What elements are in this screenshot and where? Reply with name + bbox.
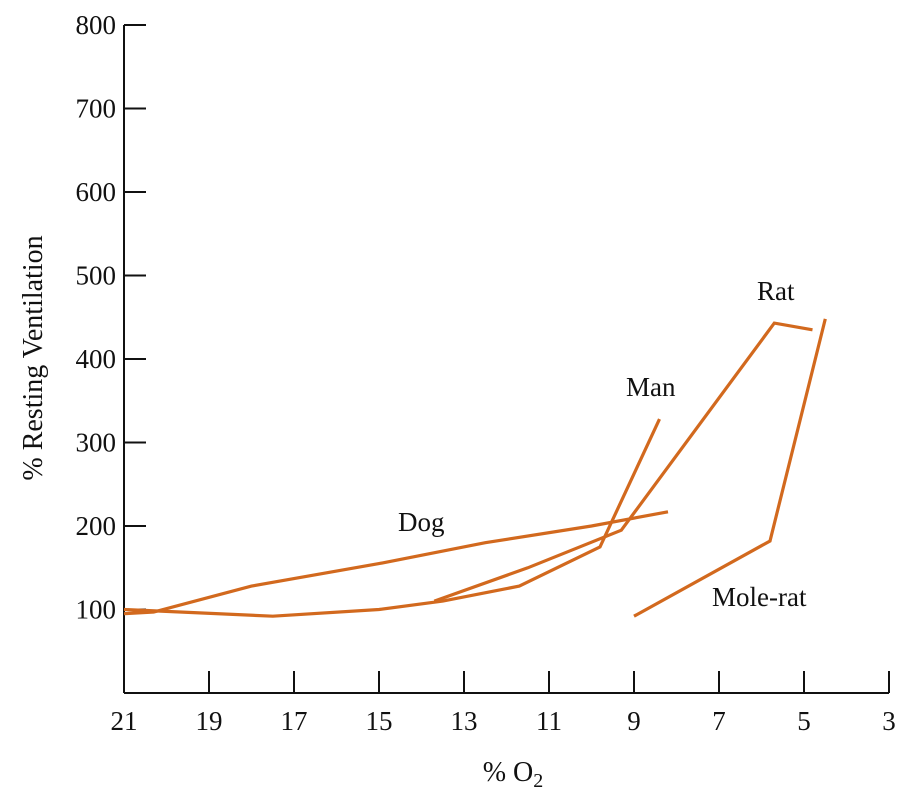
y-tick-label: 300: [76, 428, 117, 458]
x-tick-label: 7: [712, 706, 726, 736]
series-label-rat: Rat: [757, 276, 795, 306]
x-tick-label: 3: [882, 706, 896, 736]
series-line-mole-rat: [633, 318, 827, 618]
x-tick-label: 9: [627, 706, 641, 736]
y-tick-label: 700: [76, 94, 117, 124]
series-label-dog: Dog: [398, 507, 445, 537]
x-tick-label: 13: [451, 706, 478, 736]
y-tick-label: 400: [76, 344, 117, 374]
series-line-rat: [433, 321, 813, 603]
x-axis-title: % O2: [483, 757, 544, 789]
x-tick-label: 21: [111, 706, 138, 736]
x-axis-title-subscript: 2: [533, 770, 543, 789]
x-tick-label: 15: [366, 706, 393, 736]
series-label-man: Man: [626, 372, 676, 402]
y-tick-label: 600: [76, 177, 117, 207]
series-line-man: [123, 418, 661, 618]
y-axis: 100 200 300 400 500 600 700 800: [76, 10, 146, 693]
x-axis: 21 19 17 15 13 11 9 7 5 3: [111, 671, 896, 736]
x-tick-label: 11: [536, 706, 562, 736]
x-tick-label: 17: [281, 706, 308, 736]
series-line-dog: [123, 510, 669, 616]
y-tick-label: 100: [76, 595, 117, 625]
y-tick-label: 800: [76, 10, 117, 40]
x-axis-title-main: % O: [483, 757, 534, 788]
series-labels: Dog Man Rat Mole-rat: [398, 276, 807, 612]
x-tick-label: 19: [196, 706, 223, 736]
series-label-mole-rat: Mole-rat: [712, 582, 807, 612]
x-tick-label: 5: [797, 706, 811, 736]
y-tick-label: 200: [76, 511, 117, 541]
y-axis-title: % Resting Ventilation: [18, 235, 49, 480]
y-tick-label: 500: [76, 261, 117, 291]
